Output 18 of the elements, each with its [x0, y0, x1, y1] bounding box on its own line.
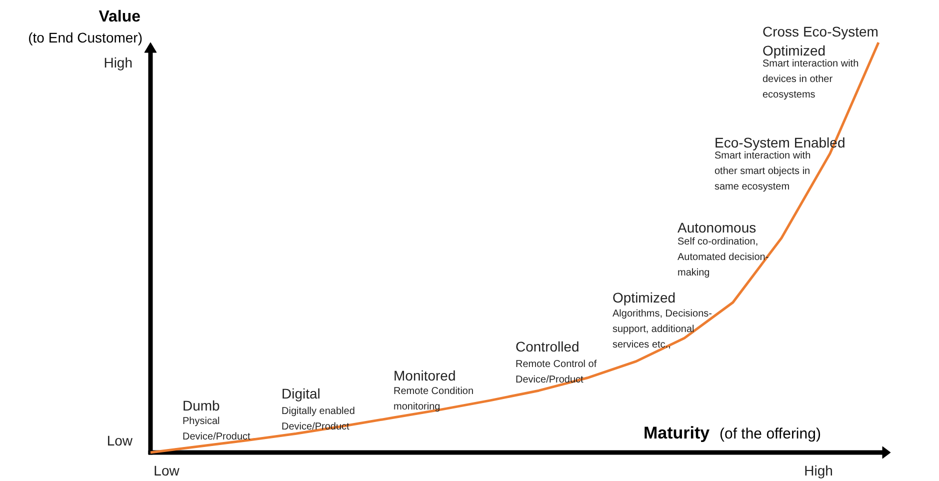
annotation: Physical Device/Product — [182, 416, 251, 442]
text: High — [104, 54, 133, 70]
annotation: Dumb — [182, 398, 220, 414]
annotation: Autonomous — [678, 220, 756, 236]
text: Low — [154, 462, 180, 478]
annotation: Optimized — [612, 290, 676, 306]
annotation: Monitored — [394, 368, 456, 384]
annotation: Cross Eco-System Optimized — [762, 23, 878, 58]
x-axis-title: Maturity (of the offering) — [644, 424, 821, 442]
text: High — [804, 462, 833, 478]
y-axis-title: Value (to End Customer) — [28, 8, 143, 46]
text: Low — [106, 432, 134, 448]
annotation: Algorithms, Decisions- support, additional services etc., — [612, 308, 712, 350]
annotation: Digital — [282, 386, 320, 402]
annotation: Smart interaction with other smart objects in same ecosystem — [714, 150, 811, 192]
annotation: Remote Condition monitoring — [394, 386, 474, 412]
annotation: Smart interaction with devices in other ecosystems — [762, 58, 859, 100]
annotation: Controlled — [516, 338, 580, 354]
